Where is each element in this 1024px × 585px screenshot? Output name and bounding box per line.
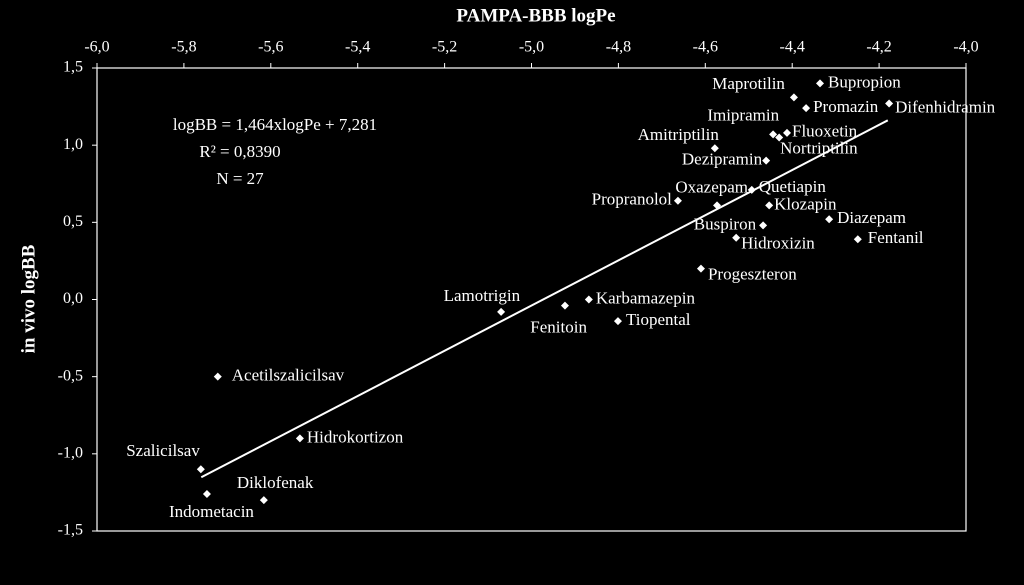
data-point [789,93,798,102]
point-label: Nortriptilin [780,138,858,157]
x-tick-label: -4,8 [606,39,631,56]
data-point [765,201,774,210]
data-point [762,156,771,165]
annotation: R² = 0,8390 [199,142,280,161]
point-label: Hidroxizin [741,234,815,253]
x-tick-label: -5,6 [258,39,283,56]
point-label: Propranolol [592,190,673,209]
x-tick-label: -4,4 [780,39,805,56]
point-label: Szalicilsav [126,441,200,460]
point-label: Karbamazepin [596,288,696,307]
point-label: Tiopental [626,310,691,329]
data-point [295,434,304,443]
x-tick-label: -4,0 [953,39,978,56]
data-point [673,196,682,205]
y-tick-label: 0,5 [63,213,83,230]
x-tick-label: -5,2 [432,39,457,56]
x-tick-label: -5,4 [345,39,370,56]
y-tick-label: -1,0 [58,445,83,462]
point-label: Indometacin [169,502,254,521]
chart-title: PAMPA-BBB logPe [456,5,615,26]
point-label: Lamotrigin [444,286,521,305]
data-point [769,130,778,139]
data-point [816,79,825,88]
x-tick-label: -4,6 [693,39,718,56]
data-point [710,144,719,153]
point-label: Fluoxetin [792,122,858,141]
y-tick-label: -0,5 [58,367,83,384]
y-tick-label: 1,0 [63,136,83,153]
point-label: Difenhidramin [895,97,996,116]
data-point [497,307,506,316]
data-point [825,215,834,224]
x-tick-label: -5,8 [171,39,196,56]
point-label: Fentanil [868,228,924,247]
point-label: Fenitoin [530,318,587,337]
data-point [775,133,784,142]
annotation: logBB = 1,464xlogPe + 7,281 [173,115,377,134]
x-tick-label: -6,0 [84,39,109,56]
point-label: Klozapin [774,194,837,213]
point-label: Bupropion [828,72,901,91]
data-point [213,372,222,381]
trend-line [200,119,889,479]
point-label: Dezipramin [682,150,763,169]
data-point [560,301,569,310]
x-tick-label: -5,0 [519,39,544,56]
data-point [259,496,268,505]
point-label: Acetilszalicilsav [232,366,345,385]
point-label: Buspiron [694,214,757,233]
y-tick-label: 0,0 [63,290,83,307]
y-tick-label: -1,5 [58,522,83,539]
data-point [196,465,205,474]
y-axis-label: in vivo logBB [18,244,39,353]
point-label: Imipramin [707,105,779,124]
data-point [202,489,211,498]
data-point [713,201,722,210]
point-label: Amitriptilin [638,125,720,144]
point-label: Maprotilin [712,74,785,93]
data-point [584,295,593,304]
point-label: Diklofenak [237,473,314,492]
point-label: Oxazepam [675,177,748,196]
data-point [696,264,705,273]
data-point [747,185,756,194]
x-tick-label: -4,2 [866,39,891,56]
annotation: N = 27 [216,169,264,188]
point-label: Promazin [813,97,879,116]
point-label: Diazepam [837,208,906,227]
data-point [853,235,862,244]
data-point [802,104,811,113]
data-point [885,99,894,108]
data-point [732,233,741,242]
data-point [613,317,622,326]
data-point [782,128,791,137]
point-label: Quetiapin [759,177,827,196]
y-tick-label: 1,5 [63,59,83,76]
point-label: Hidrokortizon [307,427,404,446]
point-label: Progeszteron [708,265,797,284]
data-point [759,221,768,230]
